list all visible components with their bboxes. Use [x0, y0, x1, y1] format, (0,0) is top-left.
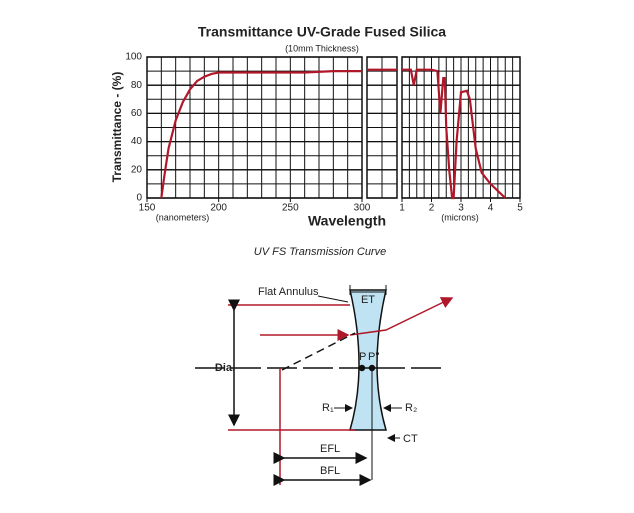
y-axis-label: Transmittance - (%)	[110, 72, 124, 183]
x-tick-label: 300	[354, 203, 371, 214]
label: P	[359, 351, 366, 363]
x-tick-label: 3	[458, 203, 464, 214]
panel-frame	[146, 56, 363, 199]
label: EFL	[320, 443, 340, 455]
panel-frame	[366, 56, 398, 199]
x-unit-label: (microns)	[441, 212, 479, 222]
y-tick-label: 0	[136, 193, 142, 204]
chart-title: Transmittance UV-Grade Fused Silica	[198, 24, 446, 40]
label: R₂	[405, 402, 417, 414]
label: Dia.	[215, 362, 235, 374]
x-tick-label: 2	[429, 203, 435, 214]
x-tick-label: 250	[282, 203, 299, 214]
data-line	[402, 68, 507, 200]
virtual-ray	[281, 332, 356, 371]
ray	[349, 297, 454, 336]
caption: UV FS Transmission Curve	[254, 246, 386, 258]
label: R₁	[322, 402, 334, 414]
label: CT	[403, 433, 418, 445]
label: P''	[368, 351, 380, 363]
principal-point	[358, 364, 366, 372]
x-tick-label: 5	[517, 203, 523, 214]
data-line	[160, 69, 362, 199]
label: Flat Annulus	[258, 286, 319, 298]
x-tick-label: 150	[139, 203, 156, 214]
label: ET	[361, 294, 375, 306]
y-tick-label: 80	[131, 80, 143, 91]
x-tick-label: 200	[210, 203, 227, 214]
principal-point	[368, 364, 376, 372]
chart: 0 20 40 60 80 100 150 200 250 300 (nanometers) 1 2 3 4…	[125, 52, 523, 223]
x-tick-label: 1	[399, 203, 405, 214]
lens-diagram	[195, 285, 454, 486]
y-tick-label: 20	[131, 164, 143, 175]
x-tick-label: 4	[488, 203, 494, 214]
y-tick-label: 100	[125, 52, 142, 63]
annulus-leader	[317, 295, 349, 303]
x-unit-label: (nanometers)	[156, 212, 210, 222]
y-tick-label: 60	[131, 108, 143, 119]
chart-subtitle: (10mm Thickness)	[285, 43, 359, 53]
y-tick-label: 40	[131, 136, 143, 147]
label: BFL	[320, 465, 340, 477]
x-axis-label: Wavelength	[308, 213, 386, 229]
lens	[349, 289, 387, 431]
